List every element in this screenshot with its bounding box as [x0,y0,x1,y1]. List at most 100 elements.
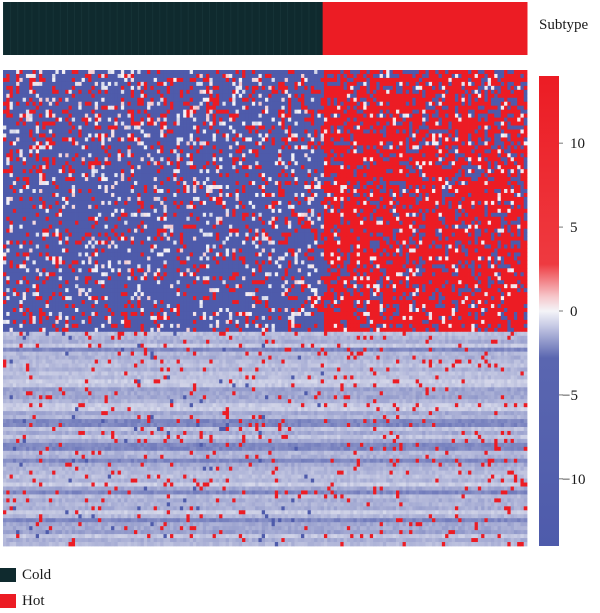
heatmap-cell [177,126,181,130]
annotation-stripe [131,2,132,55]
heatmap-cell [429,110,433,114]
heatmap-cell [416,130,420,134]
heatmap-cell [429,161,433,165]
heatmap-cell [36,141,40,145]
heatmap-cell [196,114,200,118]
heatmap-cell [452,130,456,134]
heatmap-cell [229,114,233,118]
heatmap-cell [380,102,384,106]
heatmap-cell [62,90,66,94]
heatmap-cell [278,70,282,74]
heatmap-cell [406,165,410,169]
heatmap-cell [357,114,361,118]
heatmap-cell [141,149,145,153]
heatmap-cell [462,86,466,90]
heatmap-cell [186,173,190,177]
heatmap-cell [520,94,524,98]
heatmap-cell [42,181,46,185]
heatmap-cell [360,137,364,141]
heatmap-cell [49,157,53,161]
heatmap-cell [150,106,154,110]
heatmap-cell [373,165,377,169]
heatmap-cell [340,189,344,193]
heatmap-cell [524,94,528,98]
heatmap-cell [85,126,89,130]
heatmap-cell [49,177,53,181]
heatmap-cell [118,169,122,173]
heatmap-cell [232,137,236,141]
heatmap-cell [498,78,502,82]
heatmap-cell [311,78,315,82]
heatmap-cell [23,118,27,122]
heatmap-cell [23,145,27,149]
heatmap-cell [78,181,82,185]
heatmap-cell [95,173,99,177]
heatmap-cell [111,106,115,110]
heatmap-cell [288,86,292,90]
heatmap-cell [10,165,14,169]
heatmap-cell [478,110,482,114]
heatmap-cell [69,94,73,98]
heatmap-cell [504,110,508,114]
heatmap-cell [337,94,341,98]
heatmap-cell [514,114,518,118]
heatmap-cell [376,70,380,74]
heatmap-cell [26,173,30,177]
heatmap-cell [294,126,298,130]
annotation-stripe [39,2,40,55]
heatmap-cell [520,153,524,157]
heatmap-cell [255,130,259,134]
heatmap-cell [118,118,122,122]
heatmap-cell [272,94,276,98]
heatmap-cell [498,177,502,181]
heatmap-cell [380,74,384,78]
heatmap-cell [481,189,485,193]
heatmap-cell [475,106,479,110]
heatmap-cell [95,94,99,98]
heatmap-cell [524,165,528,169]
heatmap-cell [422,177,426,181]
heatmap-cell [475,145,479,149]
heatmap-cell [226,185,230,189]
heatmap-cell [301,181,305,185]
heatmap-cell [308,185,312,189]
heatmap-cell [177,118,181,122]
heatmap-cell [26,114,30,118]
heatmap-cell [265,181,269,185]
heatmap-cell [203,122,207,126]
heatmap-cell [108,153,112,157]
heatmap-cell [314,149,318,153]
heatmap-cell [429,133,433,137]
heatmap-cell [383,173,387,177]
heatmap-cell [344,74,348,78]
heatmap-cell [85,118,89,122]
heatmap-cell [272,181,276,185]
heatmap-cell [403,126,407,130]
heatmap-cell [416,185,420,189]
heatmap-cell [363,169,367,173]
heatmap-cell [357,149,361,153]
heatmap-cell [154,133,158,137]
heatmap-cell [85,110,89,114]
heatmap-cell [285,98,289,102]
heatmap-cell [357,74,361,78]
heatmap-cell [416,90,420,94]
heatmap-cell [321,133,325,137]
heatmap-cell [327,74,331,78]
heatmap-cell [101,185,105,189]
heatmap-cell [219,106,223,110]
heatmap-cell [147,106,151,110]
heatmap-cell [294,90,298,94]
heatmap-cell [222,149,226,153]
heatmap-cell [432,177,436,181]
heatmap-cell [353,153,357,157]
heatmap-cell [442,82,446,86]
heatmap-cell [127,157,131,161]
heatmap-cell [229,118,233,122]
heatmap-cell [363,153,367,157]
heatmap-cell [360,130,364,134]
heatmap-cell [46,82,50,86]
heatmap-cell [82,141,86,145]
heatmap-cell [458,70,462,74]
heatmap-cell [422,114,426,118]
